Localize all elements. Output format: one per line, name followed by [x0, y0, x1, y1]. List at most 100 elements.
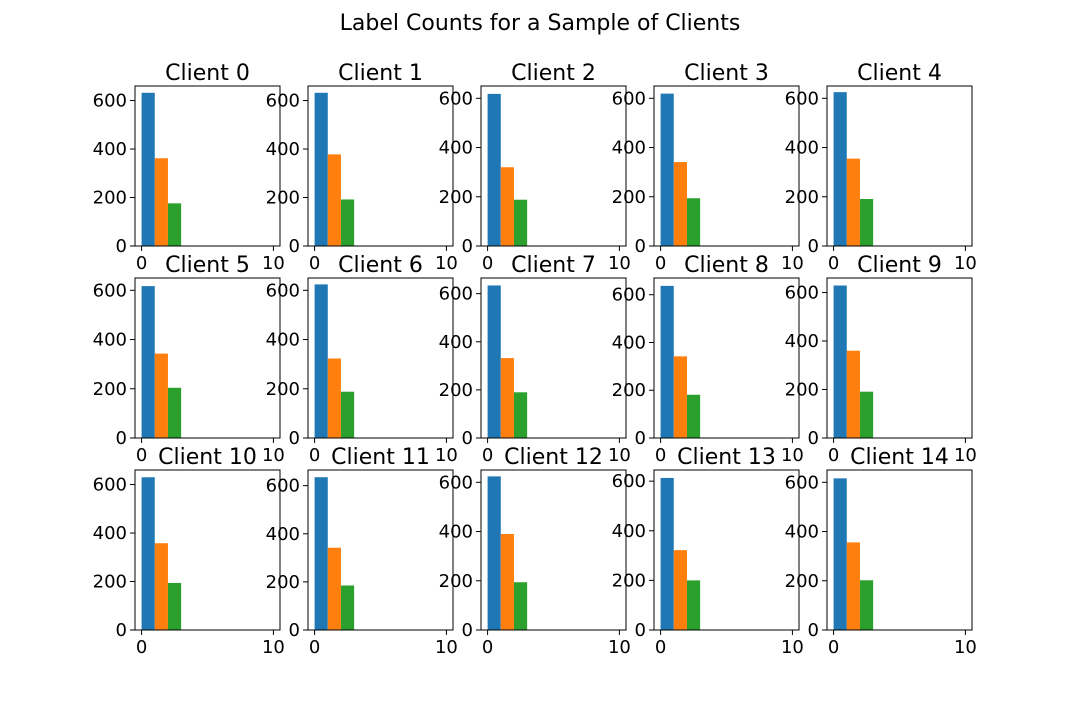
bar-0-1: [154, 158, 168, 246]
subplot-title-4: Client 4: [857, 61, 942, 86]
bar-11-1: [327, 547, 341, 630]
ytick-label-0-3: 600: [93, 91, 127, 112]
xtick-label-11-1: 10: [435, 637, 458, 658]
bar-7-2: [513, 392, 528, 438]
bar-14-1: [846, 542, 860, 630]
bar-12-2: [513, 582, 528, 630]
ytick-label-2-1: 200: [439, 187, 473, 208]
ytick-label-5-1: 200: [93, 379, 127, 400]
ytick-label-10-2: 400: [93, 523, 127, 544]
xtick-label-9-0: 0: [828, 445, 839, 466]
ytick-label-8-2: 400: [612, 332, 646, 353]
subplot-client-12: Client 12 0 200 400 600 0 10: [439, 445, 631, 658]
subplot-client-11: Client 11 0 200 400 600 0 10: [266, 445, 458, 658]
figure-title: Label Counts for a Sample of Clients: [340, 11, 741, 36]
subplot-title-12: Client 12: [504, 445, 603, 470]
ytick-label-8-3: 600: [612, 285, 646, 306]
ytick-label-12-1: 200: [439, 571, 473, 592]
ytick-label-7-0: 0: [462, 428, 473, 449]
ytick-label-2-0: 0: [462, 236, 473, 257]
xtick-label-14-0: 0: [828, 637, 839, 658]
bar-0-2: [167, 203, 182, 246]
ytick-label-0-2: 400: [93, 139, 127, 160]
xtick-label-13-1: 10: [781, 637, 804, 658]
xtick-label-0-1: 10: [262, 253, 285, 274]
ytick-label-3-2: 400: [612, 138, 646, 159]
bar-0-0: [141, 92, 155, 247]
axes-frame-6: [307, 277, 454, 439]
xtick-label-2-1: 10: [608, 253, 631, 274]
ytick-label-4-1: 200: [785, 187, 819, 208]
bar-14-2: [859, 580, 874, 630]
bar-8-0: [660, 285, 674, 438]
xtick-label-10-1: 10: [262, 637, 285, 658]
xtick-label-11-0: 0: [309, 637, 320, 658]
ytick-label-5-3: 600: [93, 280, 127, 301]
xtick-label-6-0: 0: [309, 445, 320, 466]
axes-frame-4: [826, 85, 973, 247]
ytick-label-13-1: 200: [612, 570, 646, 591]
ytick-label-14-3: 600: [785, 472, 819, 493]
xtick-label-14-1: 10: [954, 637, 977, 658]
ytick-label-9-0: 0: [808, 428, 819, 449]
bar-9-1: [846, 350, 860, 438]
ytick-label-4-2: 400: [785, 138, 819, 159]
ytick-label-2-3: 600: [439, 88, 473, 109]
ytick-label-12-3: 600: [439, 472, 473, 493]
subplot-client-3: Client 3 0 200 400 600 0 10: [612, 61, 804, 274]
subplot-title-2: Client 2: [511, 61, 596, 86]
bar-7-1: [500, 358, 514, 438]
ytick-label-9-1: 200: [785, 380, 819, 401]
ytick-label-13-0: 0: [635, 620, 646, 641]
ytick-label-5-2: 400: [93, 330, 127, 351]
axes-frame-1: [307, 85, 454, 247]
xtick-label-8-1: 10: [781, 445, 804, 466]
bar-10-0: [141, 477, 155, 630]
subplot-title-3: Client 3: [684, 61, 769, 86]
subplot-title-10: Client 10: [158, 445, 257, 470]
subplot-client-1: Client 1 0 200 400 600 0 10: [266, 61, 458, 274]
subplot-title-14: Client 14: [850, 445, 949, 470]
ytick-label-6-2: 400: [266, 330, 300, 351]
subplot-client-5: Client 5 0 200 400 600 0 10: [93, 253, 285, 466]
bar-1-0: [314, 92, 328, 247]
bar-3-0: [660, 93, 674, 246]
bar-6-2: [340, 391, 355, 438]
ytick-label-6-0: 0: [289, 428, 300, 449]
xtick-label-9-1: 10: [954, 445, 977, 466]
ytick-label-6-1: 200: [266, 379, 300, 400]
bar-2-0: [487, 93, 501, 246]
axes-frame-7: [480, 277, 627, 439]
bar-6-1: [327, 358, 341, 438]
bar-1-1: [327, 154, 341, 246]
subplot-title-11: Client 11: [331, 445, 430, 470]
bar-11-0: [314, 477, 328, 630]
ytick-label-7-1: 200: [439, 380, 473, 401]
axes-frame-12: [480, 469, 627, 631]
ytick-label-2-2: 400: [439, 138, 473, 159]
xtick-label-3-1: 10: [781, 253, 804, 274]
ytick-label-12-2: 400: [439, 522, 473, 543]
ytick-label-1-1: 200: [266, 188, 300, 209]
ytick-label-14-0: 0: [808, 620, 819, 641]
xtick-label-0-0: 0: [136, 253, 147, 274]
subplot-title-8: Client 8: [684, 253, 769, 278]
ytick-label-7-3: 600: [439, 284, 473, 305]
xtick-label-1-0: 0: [309, 253, 320, 274]
subplot-client-8: Client 8 0 200 400 600 0 10: [612, 253, 804, 466]
ytick-label-3-0: 0: [635, 236, 646, 257]
ytick-label-13-2: 400: [612, 521, 646, 542]
bar-13-0: [660, 477, 674, 630]
bar-14-0: [833, 478, 847, 630]
ytick-label-5-0: 0: [116, 428, 127, 449]
subplot-title-13: Client 13: [677, 445, 776, 470]
ytick-label-13-3: 600: [612, 471, 646, 492]
xtick-label-2-0: 0: [482, 253, 493, 274]
bar-10-1: [154, 543, 168, 630]
ytick-label-12-0: 0: [462, 620, 473, 641]
xtick-label-5-0: 0: [136, 445, 147, 466]
ytick-label-4-0: 0: [808, 236, 819, 257]
xtick-label-7-1: 10: [608, 445, 631, 466]
subplot-client-7: Client 7 0 200 400 600 0 10: [439, 253, 631, 466]
bar-5-1: [154, 353, 168, 438]
